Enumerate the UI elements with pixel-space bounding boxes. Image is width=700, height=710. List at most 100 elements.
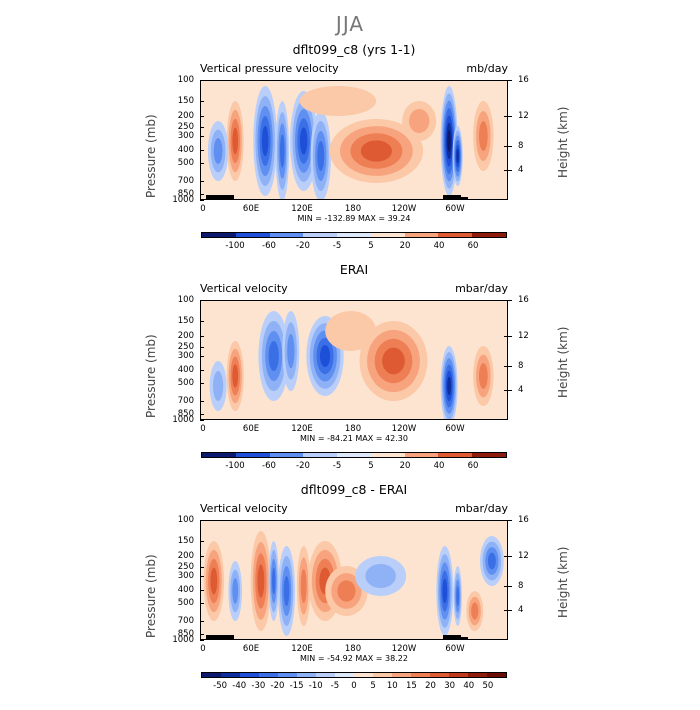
- longitude-tick-label: 60E: [242, 644, 260, 654]
- topography-mask: [456, 637, 468, 639]
- pressure-tick: [200, 347, 204, 348]
- pressure-tick: [200, 420, 204, 421]
- colorbar-swatch: [235, 233, 270, 237]
- colorbar-swatch: [373, 673, 392, 677]
- descent-contour: [268, 341, 279, 371]
- longitude-tick-label: 120E: [291, 424, 313, 434]
- pressure-tick-label: 200: [177, 111, 194, 121]
- pressure-tick: [200, 300, 204, 301]
- colorbar-swatch: [487, 673, 506, 677]
- colorbar-tick-label: -5: [332, 461, 342, 471]
- pressure-tick: [200, 414, 204, 415]
- longitude-tick-label: 120W: [391, 204, 417, 214]
- colorbar-swatch: [303, 233, 338, 237]
- height-tick: [504, 366, 512, 367]
- colorbar-tick-label: -30: [251, 681, 266, 691]
- colorbar-tick-label: 5: [370, 681, 376, 691]
- colorbar-swatch: [335, 673, 354, 677]
- pressure-tick-label: 150: [177, 536, 194, 546]
- longitude-tick-label: 60W: [445, 644, 465, 654]
- longitude-tick-label: 180: [344, 204, 362, 214]
- height-tick-label: 8: [518, 361, 524, 371]
- colorbar-tick-label: -20: [270, 681, 285, 691]
- contour-plot: [200, 80, 508, 200]
- descent-contour: [213, 371, 224, 401]
- pressure-tick-label: 850: [177, 189, 194, 199]
- colorbar-swatch: [472, 453, 507, 457]
- height-tick-label: 4: [518, 165, 524, 175]
- right-axis-title: Height (km): [556, 106, 570, 178]
- pressure-tick: [200, 101, 204, 102]
- colorbar-tick-label: 5: [368, 461, 374, 471]
- colorbar-swatch: [370, 453, 405, 457]
- ascent-contour: [382, 347, 405, 375]
- longitude-tick-label: 60W: [445, 204, 465, 214]
- pressure-tick: [200, 116, 204, 117]
- ascent-contour: [478, 363, 488, 389]
- height-tick: [504, 300, 512, 301]
- colorbar-tick-label: 10: [386, 681, 398, 691]
- pressure-tick: [200, 336, 204, 337]
- colorbar-tick-label: 40: [433, 241, 445, 251]
- pressure-tick: [200, 150, 204, 151]
- longitude-tick-label: 120E: [291, 644, 313, 654]
- ascent-contour: [325, 311, 377, 351]
- colorbar-tick-label: -20: [296, 241, 310, 251]
- colorbar-swatch: [202, 453, 236, 457]
- colorbar-tick-label: 20: [425, 681, 436, 691]
- ascent-contour: [337, 580, 356, 602]
- colorbar-swatch: [404, 453, 439, 457]
- pressure-tick-label: 400: [177, 365, 194, 375]
- colorbar-swatch: [430, 673, 449, 677]
- colorbar-tick-label: 60: [467, 241, 479, 251]
- pressure-tick: [200, 640, 204, 641]
- height-tick: [504, 610, 512, 611]
- pressure-tick-label: 500: [177, 158, 194, 168]
- longitude-tick-label: 180: [344, 644, 362, 654]
- pressure-tick-label: 700: [177, 176, 194, 186]
- height-tick: [504, 390, 512, 391]
- longitude-tick-label: 0: [200, 204, 206, 214]
- units-label: mbar/day: [455, 502, 508, 515]
- pressure-tick-label: 1000: [172, 415, 194, 425]
- colorbar-swatch: [337, 453, 371, 457]
- height-tick-label: 12: [518, 551, 529, 561]
- min-max-label: MIN = -54.92 MAX = 38.22: [300, 654, 408, 663]
- height-tick-label: 4: [518, 605, 524, 615]
- pressure-tick-label: 100: [177, 295, 194, 305]
- descent-contour: [272, 567, 276, 595]
- height-tick-label: 16: [518, 75, 529, 85]
- pressure-tick: [200, 590, 204, 591]
- topography-mask: [229, 639, 259, 640]
- pressure-tick: [200, 576, 204, 577]
- height-tick: [504, 116, 512, 117]
- descent-contour: [442, 578, 448, 604]
- colorbar-swatch: [221, 673, 240, 677]
- pressure-tick-label: 400: [177, 585, 194, 595]
- colorbar-tick-label: -60: [262, 461, 276, 471]
- height-tick-label: 12: [518, 331, 529, 341]
- colorbar-swatch: [438, 453, 473, 457]
- descent-contour: [213, 138, 223, 164]
- season-title: JJA: [335, 12, 365, 36]
- descent-contour: [261, 126, 269, 156]
- colorbar-swatch: [278, 673, 297, 677]
- height-tick: [504, 146, 512, 147]
- contour-field: [203, 531, 504, 640]
- colorbar-tick-label: -5: [332, 241, 342, 251]
- longitude-tick-label: 0: [200, 424, 206, 434]
- pressure-tick-label: 150: [177, 96, 194, 106]
- descent-contour: [447, 376, 452, 396]
- colorbar-swatch: [259, 673, 278, 677]
- topography-mask: [229, 199, 259, 200]
- ascent-contour: [300, 568, 307, 604]
- descent-contour: [447, 130, 451, 152]
- pressure-tick: [200, 181, 204, 182]
- pressure-tick: [200, 136, 204, 137]
- pressure-tick-label: 700: [177, 396, 194, 406]
- contour-field: [206, 86, 494, 200]
- longitude-tick-label: 60E: [242, 424, 260, 434]
- topography-mask: [206, 635, 234, 639]
- colorbar-tick-label: -50: [213, 681, 228, 691]
- pressure-tick-label: 200: [177, 551, 194, 561]
